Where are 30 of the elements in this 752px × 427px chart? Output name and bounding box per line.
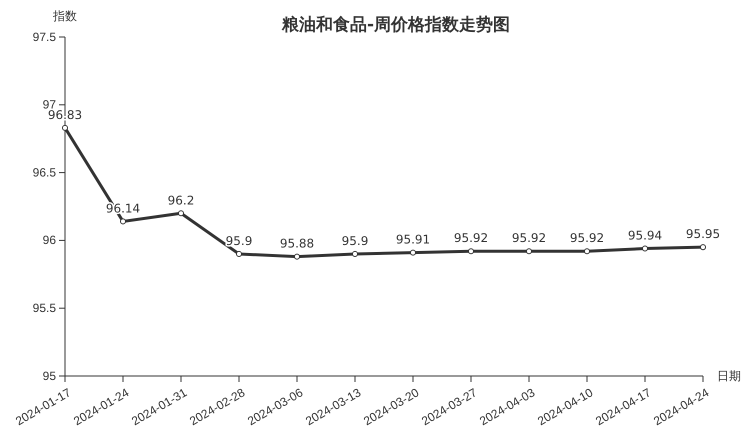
point: [642, 246, 648, 252]
point: [700, 244, 706, 250]
point: [62, 124, 68, 131]
point: [236, 250, 242, 257]
data-label: 95.9: [342, 234, 368, 248]
y-tick-label: 97.5: [32, 30, 56, 44]
point: [178, 210, 184, 216]
data-label: 95.88: [280, 236, 314, 251]
y-tick-label: 96: [42, 233, 56, 248]
data-label: 95.94: [628, 228, 662, 243]
point: [526, 248, 532, 254]
data-label: 95.9: [226, 234, 252, 248]
point: [584, 248, 590, 254]
data-label: 95.95: [686, 227, 720, 242]
data-label: 95.92: [454, 231, 488, 246]
y-tick-label: 95.5: [32, 301, 56, 316]
data-label: 95.91: [396, 232, 430, 247]
data-label: 95.92: [512, 231, 546, 246]
point: [468, 248, 474, 254]
chart-title: 粮油和食品-周价格指数走势图: [280, 15, 510, 35]
y-tick-label: 96.5: [32, 165, 56, 180]
point: [410, 250, 416, 256]
y-tick-label: 95: [42, 368, 56, 383]
y-axis-title: 指数: [52, 9, 77, 23]
x-axis-title: 日期: [717, 369, 741, 383]
data-label: 95.92: [570, 231, 604, 246]
point: [352, 250, 358, 257]
point: [294, 254, 300, 260]
point: [120, 218, 126, 224]
data-label: 96.2: [168, 193, 194, 208]
